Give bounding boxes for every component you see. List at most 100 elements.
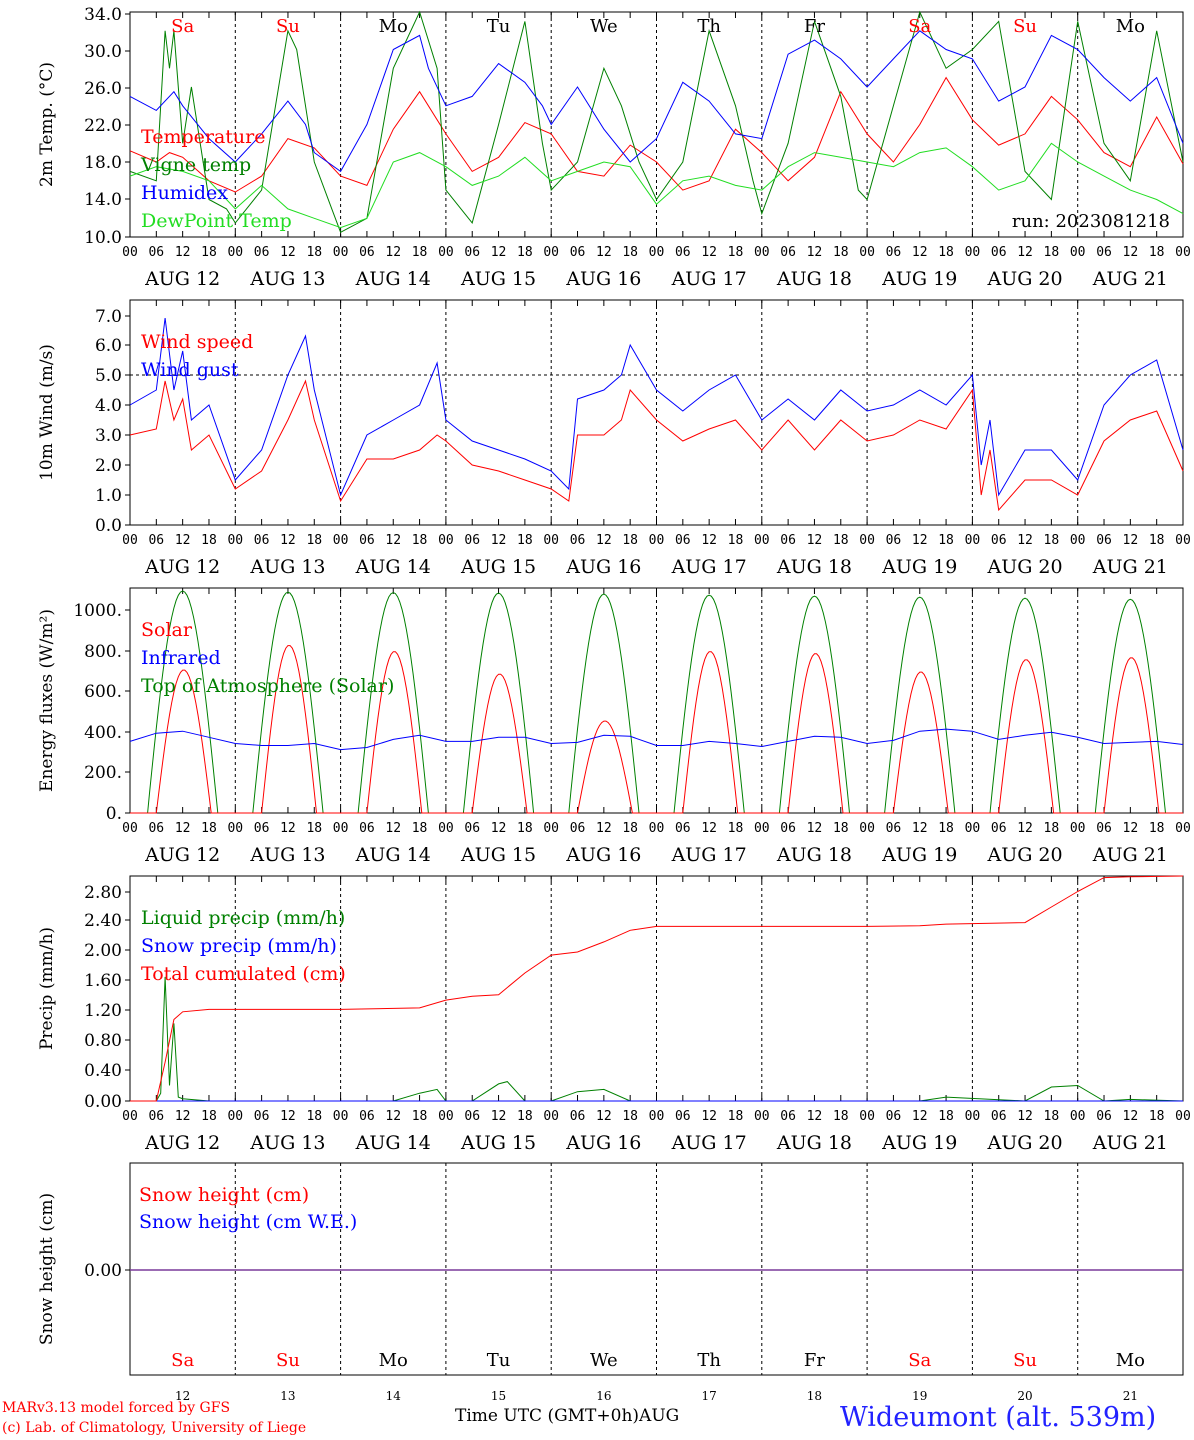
x-tick-label: 06 [780,821,796,836]
x-tick-label: 06 [780,1109,796,1124]
x-tick-label: 06 [464,245,480,260]
x-tick-label: 18 [938,245,954,260]
y-tick-label: 3.0 [95,426,122,446]
x-tick-label: 12 [491,245,507,260]
day-name-label: Su [276,1350,300,1371]
x-tick-label: 18 [201,821,217,836]
x-tick-label: 12 [1123,821,1139,836]
x-tick-label: 00 [122,533,138,548]
x-tick-label: 12 [701,245,717,260]
day-name-label: We [590,16,618,37]
x-tick-label: 06 [254,245,270,260]
day-number-label: 16 [596,1389,611,1403]
x-tick-label: 00 [438,533,454,548]
date-label: AUG 16 [565,1132,641,1154]
x-tick-label: 18 [833,533,849,548]
date-label: AUG 17 [671,556,747,578]
day-name-label: Mo [379,16,408,37]
y-axis-title: 10m Wind (m/s) [37,344,57,481]
x-tick-label: 18 [1149,533,1165,548]
x-tick-label: 00 [1070,1109,1086,1124]
day-name-label: Sa [908,1350,931,1371]
x-tick-label: 18 [517,1109,533,1124]
legend-entry: Wind speed [141,331,253,353]
legend-entry: Top of Atmosphere (Solar) [141,675,394,697]
x-tick-label: 12 [912,821,928,836]
x-tick-label: 00 [1175,533,1191,548]
x-tick-label: 00 [333,821,349,836]
y-tick-label: 0.40 [84,1061,122,1081]
x-tick-label: 06 [886,1109,902,1124]
lab-credit: (c) Lab. of Climatology, University of L… [2,1420,307,1436]
x-tick-label: 06 [359,245,375,260]
day-name-label: We [590,1350,618,1371]
x-tick-label: 00 [543,533,559,548]
date-label: AUG 12 [144,1132,220,1154]
x-tick-label: 18 [412,1109,428,1124]
x-tick-label: 18 [833,1109,849,1124]
date-label: AUG 19 [881,556,957,578]
x-tick-label: 12 [491,1109,507,1124]
day-name-label: Mo [379,1350,408,1371]
y-axis-title: Snow height (cm) [37,1193,57,1345]
x-tick-label: 06 [148,821,164,836]
x-tick-label: 06 [886,533,902,548]
y-tick-label: 18.0 [84,153,122,173]
x-tick-label: 18 [517,533,533,548]
date-label: AUG 15 [460,268,536,290]
x-tick-label: 18 [201,245,217,260]
x-tick-label: 00 [438,821,454,836]
x-tick-label: 18 [622,821,638,836]
x-tick-label: 12 [912,245,928,260]
x-tick-label: 18 [412,533,428,548]
x-tick-label: 18 [412,245,428,260]
legend-entry: Snow height (cm W.E.) [139,1211,357,1233]
day-name-label: Fr [804,16,825,37]
y-tick-label: 0.80 [84,1031,122,1051]
x-tick-label: 18 [201,533,217,548]
day-name-label: Th [697,16,721,37]
x-tick-label: 12 [385,245,401,260]
date-label: AUG 15 [460,1132,536,1154]
x-tick-label: 12 [175,245,191,260]
x-tick-label: 12 [912,533,928,548]
x-tick-label: 00 [859,533,875,548]
x-tick-label: 18 [938,533,954,548]
x-tick-label: 18 [1044,1109,1060,1124]
x-tick-label: 18 [728,821,744,836]
station-name: Wideumont (alt. 539m) [840,1402,1157,1433]
x-tick-label: 06 [1096,1109,1112,1124]
day-name-label: Mo [1116,16,1145,37]
date-label: AUG 20 [986,1132,1062,1154]
series-dewpoint-temp [129,142,1184,229]
date-label: AUG 18 [776,844,852,866]
date-label: AUG 17 [671,844,747,866]
x-tick-label: 12 [596,245,612,260]
date-label: AUG 19 [881,268,957,290]
x-tick-label: 12 [280,245,296,260]
x-tick-label: 12 [701,1109,717,1124]
date-label: AUG 14 [355,1132,431,1154]
x-tick-label: 18 [1044,245,1060,260]
x-tick-label: 06 [1096,245,1112,260]
y-tick-label: 0.0 [95,516,122,536]
x-tick-label: 12 [280,533,296,548]
x-tick-label: 18 [517,245,533,260]
x-tick-label: 06 [464,533,480,548]
y-tick-label: 0.00 [84,1092,122,1112]
day-name-label: Sa [171,1350,194,1371]
day-name-label: Su [1013,16,1037,37]
x-tick-label: 00 [754,533,770,548]
y-tick-label: 6.0 [95,336,122,356]
x-tick-label: 18 [938,1109,954,1124]
y-tick-label: 2.0 [95,456,122,476]
x-tick-label: 06 [359,1109,375,1124]
legend-entry: DewPoint Temp [141,210,292,232]
x-tick-label: 18 [1044,533,1060,548]
series-liquid-precip-mm-h- [130,976,1184,1102]
legend-entry: Liquid precip (mm/h) [141,907,345,929]
x-tick-label: 12 [596,1109,612,1124]
date-label: AUG 16 [565,268,641,290]
x-tick-label: 00 [649,245,665,260]
x-tick-label: 18 [306,533,322,548]
